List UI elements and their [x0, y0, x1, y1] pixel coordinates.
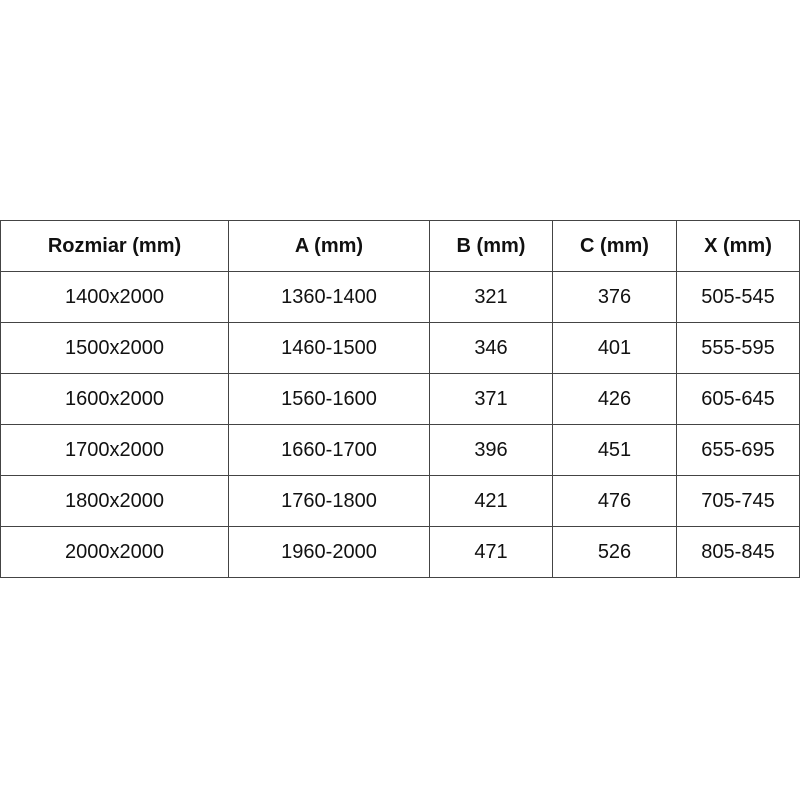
table-cell: 655-695: [676, 424, 800, 476]
header-cell: C (mm): [552, 220, 677, 272]
header-cell: A (mm): [228, 220, 430, 272]
table-cell: 476: [552, 475, 677, 527]
table-row: 1800x2000 1760-1800 421 476 705-745: [0, 475, 800, 527]
table-cell: 1600x2000: [0, 373, 229, 425]
table-cell: 505-545: [676, 271, 800, 323]
table-cell: 471: [429, 526, 553, 578]
header-row: Rozmiar (mm) A (mm) B (mm) C (mm) X (mm): [0, 220, 800, 272]
table-cell: 1400x2000: [0, 271, 229, 323]
table-cell: 376: [552, 271, 677, 323]
header-cell: Rozmiar (mm): [0, 220, 229, 272]
table-cell: 1760-1800: [228, 475, 430, 527]
table-cell: 1560-1600: [228, 373, 430, 425]
table-cell: 1500x2000: [0, 322, 229, 374]
table-cell: 1960-2000: [228, 526, 430, 578]
table-cell: 1660-1700: [228, 424, 430, 476]
table-cell: 705-745: [676, 475, 800, 527]
size-table: Rozmiar (mm) A (mm) B (mm) C (mm) X (mm) 140…: [0, 220, 800, 578]
table-cell: 1800x2000: [0, 475, 229, 527]
table-cell: 451: [552, 424, 677, 476]
table-cell: 1700x2000: [0, 424, 229, 476]
header-cell: B (mm): [429, 220, 553, 272]
table-cell: 371: [429, 373, 553, 425]
table-row: 1400x2000 1360-1400 321 376 505-545: [0, 271, 800, 323]
table-cell: 605-645: [676, 373, 800, 425]
table-cell: 2000x2000: [0, 526, 229, 578]
table-cell: 426: [552, 373, 677, 425]
table-cell: 1360-1400: [228, 271, 430, 323]
table-cell: 321: [429, 271, 553, 323]
table-body: 1400x2000 1360-1400 321 376 505-545 1500x2000…: [0, 271, 800, 578]
table-cell: 401: [552, 322, 677, 374]
table-cell: 1460-1500: [228, 322, 430, 374]
table-row: 1500x2000 1460-1500 346 401 555-595: [0, 322, 800, 374]
table-cell: 526: [552, 526, 677, 578]
header-cell: X (mm): [676, 220, 800, 272]
table-cell: 805-845: [676, 526, 800, 578]
table-cell: 346: [429, 322, 553, 374]
table-row: 1600x2000 1560-1600 371 426 605-645: [0, 373, 800, 425]
table-cell: 396: [429, 424, 553, 476]
table-cell: 555-595: [676, 322, 800, 374]
table-row: 2000x2000 1960-2000 471 526 805-845: [0, 526, 800, 578]
table-row: 1700x2000 1660-1700 396 451 655-695: [0, 424, 800, 476]
table-cell: 421: [429, 475, 553, 527]
